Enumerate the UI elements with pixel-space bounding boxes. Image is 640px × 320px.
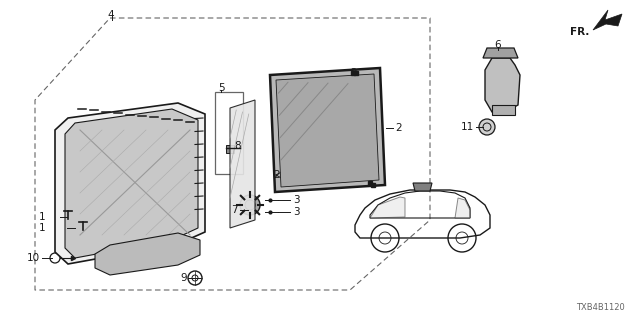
Bar [120, 250, 128, 258]
Text: 10: 10 [27, 253, 40, 263]
Polygon shape [593, 10, 622, 30]
Text: 8: 8 [234, 141, 241, 151]
Text: 2: 2 [350, 68, 356, 78]
Polygon shape [270, 68, 385, 192]
Text: 1: 1 [38, 212, 45, 222]
Polygon shape [413, 183, 432, 191]
Text: 6: 6 [495, 40, 501, 50]
Polygon shape [370, 197, 405, 218]
Polygon shape [95, 233, 200, 275]
Circle shape [479, 119, 495, 135]
Bar [140, 250, 148, 258]
Text: 3: 3 [293, 195, 300, 205]
Text: 2: 2 [395, 123, 402, 133]
Polygon shape [483, 48, 518, 58]
Text: 11: 11 [461, 122, 474, 132]
Bar [160, 250, 168, 258]
Text: FR.: FR. [570, 27, 589, 37]
Text: 4: 4 [107, 10, 114, 20]
Text: 7: 7 [232, 205, 238, 215]
Polygon shape [485, 58, 520, 112]
Text: TXB4B1120: TXB4B1120 [576, 303, 625, 313]
Polygon shape [230, 100, 255, 228]
Text: 1: 1 [38, 223, 45, 233]
Bar [226, 145, 234, 153]
Polygon shape [455, 198, 470, 218]
Bar [215, 92, 243, 174]
Text: 9: 9 [180, 273, 187, 283]
Polygon shape [492, 105, 515, 115]
Polygon shape [276, 74, 379, 187]
Text: 5: 5 [218, 83, 224, 93]
Polygon shape [55, 103, 205, 264]
Polygon shape [65, 109, 198, 258]
Circle shape [245, 200, 255, 210]
Circle shape [240, 195, 260, 215]
Text: 3: 3 [293, 207, 300, 217]
Text: 2: 2 [273, 170, 280, 180]
